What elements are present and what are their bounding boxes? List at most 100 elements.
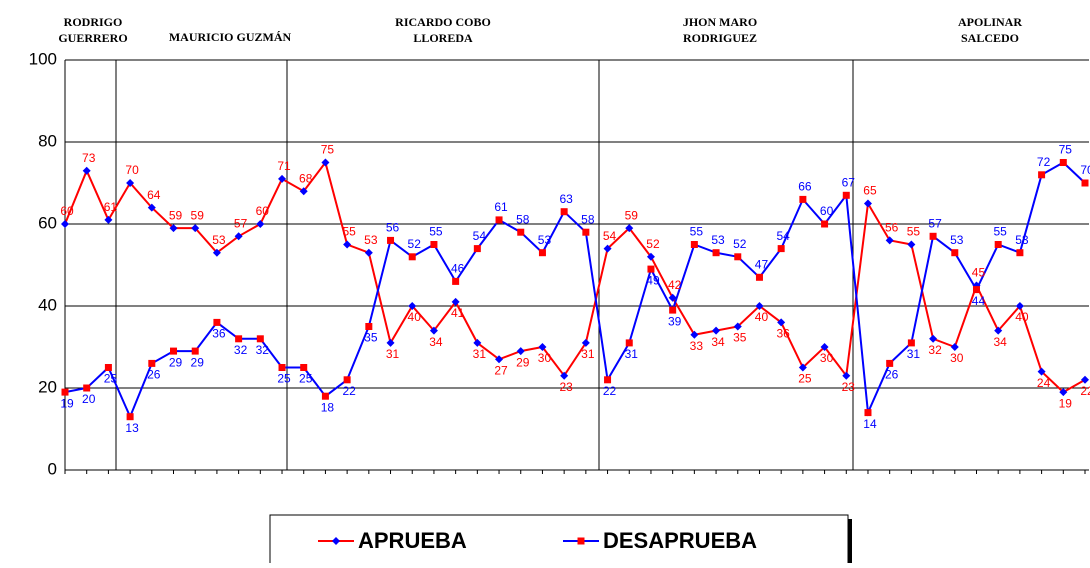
y-tick-label: 40	[38, 295, 57, 314]
point	[234, 232, 243, 241]
point	[386, 338, 395, 347]
point	[951, 249, 959, 257]
point	[972, 286, 980, 294]
point	[733, 322, 742, 331]
period-label: APOLINAR	[958, 15, 1022, 29]
point	[148, 359, 156, 367]
point	[647, 265, 655, 273]
point	[646, 252, 655, 261]
data-label: 67	[842, 175, 856, 189]
period-label: JHON MARO	[683, 15, 757, 29]
data-label: 25	[277, 372, 291, 386]
period-label: RICARDO COBO	[395, 15, 491, 29]
point	[582, 228, 590, 236]
data-label: 56	[386, 221, 400, 235]
data-label: 44	[972, 294, 986, 308]
point	[473, 338, 482, 347]
point	[994, 326, 1003, 335]
point	[278, 174, 287, 183]
data-label: 58	[581, 212, 595, 226]
data-label: 22	[1080, 384, 1090, 398]
data-label: 20	[82, 392, 96, 406]
data-label: 34	[711, 335, 725, 349]
point	[820, 343, 829, 351]
point	[929, 334, 938, 343]
data-label: 31	[473, 347, 487, 361]
data-label: 59	[169, 208, 183, 222]
data-label: 25	[798, 372, 812, 386]
data-label: 47	[755, 257, 769, 271]
point	[213, 318, 221, 326]
point	[430, 241, 438, 248]
data-label: 54	[473, 229, 487, 243]
point	[126, 179, 135, 187]
point	[538, 343, 547, 351]
point	[842, 371, 851, 380]
period-label: RODRIGUEZ	[683, 31, 757, 45]
point	[408, 302, 417, 310]
data-label: 61	[494, 200, 508, 214]
point	[170, 347, 178, 355]
point	[625, 224, 634, 233]
data-label: 53	[711, 233, 725, 247]
data-label: 24	[1037, 376, 1051, 390]
point	[842, 191, 850, 199]
data-label: 75	[1059, 143, 1073, 157]
period-label: SALCEDO	[961, 31, 1019, 45]
point	[300, 364, 308, 371]
data-label: 63	[559, 192, 573, 206]
data-label: 25	[299, 372, 313, 386]
data-label: 32	[928, 343, 942, 357]
point	[387, 236, 395, 244]
data-label: 57	[234, 216, 248, 230]
data-label: 13	[125, 421, 139, 435]
data-label: 39	[668, 314, 682, 328]
point	[147, 203, 156, 212]
point	[950, 343, 959, 351]
point	[755, 273, 763, 281]
point	[581, 338, 590, 347]
data-label: 14	[863, 417, 877, 431]
data-label: 18	[321, 400, 335, 414]
data-label: 36	[776, 327, 790, 341]
point	[1081, 375, 1089, 384]
data-label: 72	[1037, 155, 1051, 169]
point	[83, 384, 91, 392]
point	[821, 220, 829, 228]
point	[517, 228, 525, 236]
point	[538, 249, 546, 257]
point	[907, 339, 915, 347]
point	[126, 413, 134, 421]
data-label: 22	[603, 384, 617, 398]
point	[690, 241, 698, 248]
data-label: 31	[907, 347, 921, 361]
data-label: 26	[147, 368, 161, 382]
data-label: 70	[125, 163, 139, 177]
data-label: 52	[733, 237, 747, 251]
data-label: 45	[972, 266, 986, 280]
data-label: 66	[798, 180, 812, 194]
data-label: 65	[863, 184, 877, 198]
point	[212, 248, 221, 257]
legend-label: DESAPRUEBA	[603, 528, 757, 553]
point	[364, 248, 373, 257]
point	[321, 392, 329, 400]
point	[712, 249, 720, 257]
data-label: 29	[516, 355, 530, 369]
point	[452, 277, 460, 285]
point	[278, 364, 286, 371]
data-label: 56	[885, 221, 899, 235]
data-label: 19	[1059, 396, 1073, 410]
y-tick-label: 0	[48, 459, 57, 478]
data-label: 61	[104, 200, 118, 214]
data-label: 59	[191, 208, 205, 222]
data-label: 53	[212, 233, 226, 247]
data-label: 55	[907, 225, 921, 239]
point	[907, 240, 916, 249]
point	[864, 409, 872, 417]
point	[1059, 159, 1067, 166]
data-label: 30	[538, 351, 552, 365]
period-label: MAURICIO GUZMÁN	[169, 30, 292, 44]
